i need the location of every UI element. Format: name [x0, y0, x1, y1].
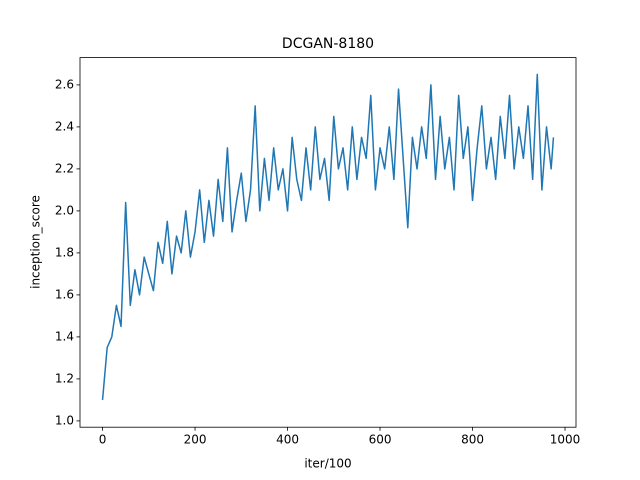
- chart-title: DCGAN-8180: [282, 36, 374, 52]
- y-tick-label: 1.8: [55, 245, 74, 259]
- y-axis-label: inception_score: [29, 195, 43, 289]
- y-tick-label: 2.6: [55, 77, 74, 91]
- x-tick-label: 0: [99, 433, 107, 447]
- x-tick-label: 600: [369, 433, 392, 447]
- y-tick-label: 2.0: [55, 203, 74, 217]
- x-tick-label: 200: [184, 433, 207, 447]
- y-tick-label: 1.2: [55, 371, 74, 385]
- x-tick-label: 1000: [550, 433, 581, 447]
- y-tick-label: 2.2: [55, 161, 74, 175]
- y-tick-label: 1.0: [55, 413, 74, 427]
- y-tick-label: 1.4: [55, 329, 74, 343]
- y-tick-label: 2.4: [55, 119, 74, 133]
- x-tick-label: 400: [276, 433, 299, 447]
- y-tick-label: 1.6: [55, 287, 74, 301]
- x-tick-label: 800: [461, 433, 484, 447]
- plot-frame: [79, 57, 577, 428]
- series-line: [101, 73, 555, 400]
- x-axis-label: iter/100: [304, 457, 351, 471]
